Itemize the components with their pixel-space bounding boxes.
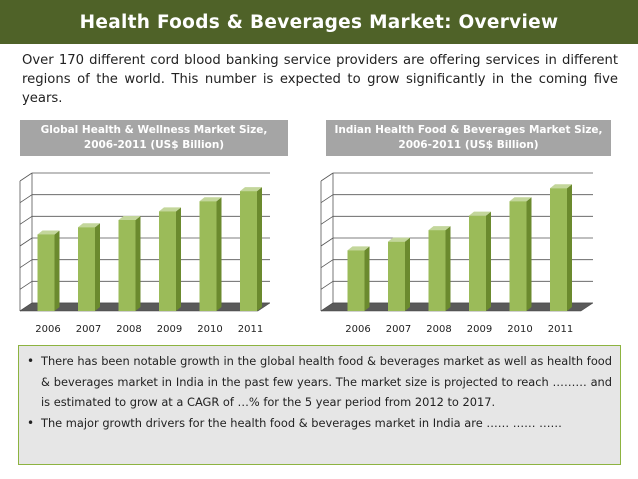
gridline-side: [19, 259, 33, 268]
gridline-side: [19, 281, 33, 290]
bar-front: [78, 227, 95, 311]
bar-2007: [388, 237, 410, 311]
bar-2006: [37, 230, 60, 311]
bar-top: [118, 216, 141, 220]
gridline-side: [19, 216, 33, 225]
key-points-box: There has been notable growth in the glo…: [18, 345, 621, 465]
bar-2009: [469, 211, 491, 311]
gridline-side: [320, 194, 334, 203]
bar-2010: [509, 197, 532, 311]
x-tick-label: 2008: [116, 324, 141, 335]
title-bar: Health Foods & Beverages Market: Overvie…: [0, 0, 638, 44]
x-tick-label: 2010: [197, 324, 222, 335]
gridline-side: [320, 172, 334, 182]
bar-side: [135, 216, 141, 311]
bar-front: [469, 215, 486, 311]
bar-front: [509, 201, 527, 311]
x-tick-label: 2006: [345, 324, 370, 335]
bar-side: [176, 207, 181, 311]
bar-top: [388, 237, 410, 242]
x-tick-label: 2006: [35, 324, 60, 335]
bar-side: [405, 237, 410, 311]
bar-top: [199, 197, 222, 202]
x-tick-label: 2007: [386, 324, 411, 335]
gridline-side: [320, 216, 334, 225]
x-tick-label: 2010: [507, 324, 532, 335]
gridline-side: [320, 237, 334, 247]
bullet-drivers: The major growth drivers for the health …: [27, 413, 612, 434]
bar-top: [159, 207, 181, 212]
bar-2009: [159, 207, 181, 311]
intro-text: Over 170 different cord blood banking se…: [22, 53, 618, 106]
bar-top: [347, 246, 370, 251]
bar-2006: [347, 246, 370, 311]
bar-top: [509, 197, 532, 202]
bar-side: [567, 184, 572, 311]
bar-top: [550, 184, 572, 189]
bar-top: [240, 187, 262, 192]
bar-front: [37, 234, 55, 311]
x-tick-label: 2011: [548, 324, 573, 335]
bar-side: [364, 246, 370, 311]
bar-top: [428, 226, 451, 231]
bullet-growth: There has been notable growth in the glo…: [27, 351, 612, 413]
bar-front: [388, 241, 405, 311]
bar-side: [486, 211, 491, 311]
bar-side: [95, 223, 100, 311]
bar-top: [37, 230, 60, 235]
bar-front: [240, 191, 257, 311]
bar-side: [54, 230, 60, 311]
bar-2007: [78, 223, 100, 311]
bar-side: [257, 187, 262, 311]
bar-2008: [428, 226, 451, 311]
x-tick-label: 2011: [238, 324, 263, 335]
bar-2011: [240, 187, 262, 311]
gridline-side: [19, 172, 33, 182]
bar-side: [445, 226, 451, 311]
bar-front: [199, 201, 217, 311]
gridline-side: [19, 194, 33, 203]
gridline-side: [320, 281, 334, 290]
india-market-chart: 2006 2007 2008 2009 2010 2011: [320, 172, 594, 335]
bar-2011: [550, 184, 572, 311]
bar-2008: [118, 216, 141, 311]
gridline-side: [320, 259, 334, 268]
bar-side: [526, 197, 532, 311]
bar-front: [118, 220, 136, 311]
bar-front: [550, 188, 567, 311]
bar-front: [159, 211, 176, 311]
x-tick-label: 2009: [157, 324, 182, 335]
page-title: Health Foods & Beverages Market: Overvie…: [79, 11, 559, 33]
global-market-chart: 2006 2007 2008 2009 2010 2011: [19, 172, 271, 335]
gridline-side: [19, 237, 33, 247]
x-tick-label: 2007: [76, 324, 101, 335]
bar-front: [428, 230, 446, 311]
bar-side: [216, 197, 222, 311]
bar-2010: [199, 197, 222, 311]
bar-top: [469, 211, 491, 216]
left-chart-title: Global Health & Wellness Market Size, 20…: [40, 124, 268, 151]
bar-front: [347, 250, 365, 311]
x-tick-label: 2008: [426, 324, 451, 335]
bar-top: [78, 223, 100, 228]
x-tick-label: 2009: [467, 324, 492, 335]
left-chart-title-box: Global Health & Wellness Market Size, 20…: [20, 120, 288, 156]
right-chart-title: Indian Health Food & Beverages Market Si…: [334, 124, 603, 151]
right-chart-title-box: Indian Health Food & Beverages Market Si…: [326, 120, 611, 156]
